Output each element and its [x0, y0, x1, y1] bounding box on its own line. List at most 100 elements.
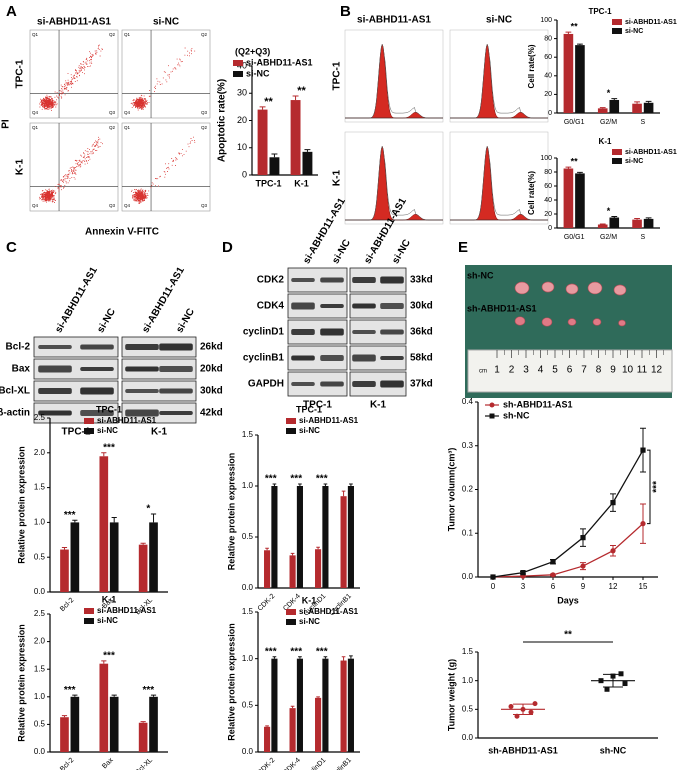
band	[291, 302, 315, 310]
legend-swatch	[286, 428, 296, 434]
legend-label: si-ABHD11-AS1	[299, 416, 359, 425]
marker	[580, 535, 586, 541]
error-bar	[599, 223, 606, 225]
y-tick-label: 0.0	[462, 572, 474, 581]
quadrant-label: Q1	[32, 32, 39, 37]
x-tick-label: CyclinD1	[303, 757, 328, 770]
y-tick-label: 1.0	[242, 481, 254, 490]
significance: ***	[265, 646, 277, 657]
y-tick-label: 0	[548, 225, 552, 232]
histogram-frame	[449, 29, 549, 123]
sd-bar	[603, 673, 623, 688]
band	[80, 410, 114, 416]
flow-plot	[121, 122, 211, 212]
error-bar	[634, 218, 640, 220]
quadrant-label: Q1	[32, 125, 39, 130]
error-bar	[111, 694, 117, 697]
band	[352, 354, 376, 362]
band	[125, 389, 159, 393]
error-bar	[634, 101, 640, 104]
line	[492, 523, 644, 578]
error-bar	[323, 656, 328, 659]
ruler-number: 7	[581, 365, 587, 376]
error-bar	[645, 217, 652, 219]
y-axis-label: Tumor volumn(cm³)	[446, 448, 456, 532]
chart-title: TPC-1	[296, 404, 322, 414]
x-tick-label: sh-NC	[600, 745, 627, 755]
band	[352, 303, 376, 309]
y-tick-label: 20	[544, 211, 552, 218]
y-tick-label: 0.5	[34, 552, 46, 561]
bar	[296, 486, 303, 588]
point	[532, 701, 538, 707]
error-bar	[111, 517, 117, 523]
marker	[640, 447, 646, 453]
bar	[269, 157, 280, 175]
legend-swatch	[286, 609, 296, 615]
error-bar	[611, 98, 618, 100]
marker	[580, 563, 586, 569]
legend-swatch	[84, 608, 94, 614]
tumor	[592, 318, 602, 326]
lane-label: si-NC	[390, 238, 413, 266]
y-axis-label: Cell rate(%)	[527, 171, 536, 215]
bar	[632, 103, 642, 113]
bar	[315, 697, 322, 752]
band	[80, 367, 114, 371]
band	[159, 411, 193, 415]
y-axis-label: Tumor weight (g)	[446, 659, 456, 731]
chart-title: K-1	[302, 595, 317, 605]
x-tick-label: Bcl-2	[59, 597, 75, 613]
error-bar	[271, 153, 278, 158]
blot-frame	[33, 402, 119, 424]
band	[320, 277, 344, 283]
significance-bracket	[647, 449, 651, 525]
marker	[550, 572, 556, 578]
quadrant-label: Q2	[201, 32, 208, 37]
group-label: sh-NC	[467, 270, 494, 280]
x-tick-label: Bax	[101, 756, 115, 770]
y-axis-label: Cell rate(%)	[527, 44, 536, 88]
error-bar	[61, 546, 68, 550]
error-bar	[349, 483, 353, 486]
column-label: si-NC	[486, 15, 512, 26]
band	[380, 303, 404, 309]
error-bar	[341, 656, 346, 661]
legend-marker	[489, 413, 495, 419]
quadrant-label: Q4	[124, 203, 131, 208]
significance: ***	[142, 685, 154, 696]
quadrant-label: Q2	[109, 32, 116, 37]
legend-label: sh-ABHD11-AS1	[503, 399, 573, 409]
x-tick-label: Bcl-2	[59, 757, 75, 770]
x-tick-label: 12	[609, 582, 618, 591]
error-bar	[61, 715, 68, 718]
bar	[609, 99, 620, 113]
band	[125, 344, 159, 350]
significance: *	[146, 504, 150, 515]
band	[159, 366, 193, 372]
y-tick-label: 0.2	[462, 485, 474, 494]
blot-frame	[121, 402, 197, 424]
bar	[632, 219, 642, 228]
chart-title: TPC-1	[96, 404, 122, 414]
error-bar	[265, 725, 269, 727]
ruler-number: 10	[622, 365, 634, 376]
legend-label: si-ABHD11-AS1	[97, 416, 157, 425]
band	[291, 329, 315, 335]
ruler-number: 3	[523, 365, 529, 376]
error-bar	[565, 31, 572, 34]
band	[125, 366, 159, 372]
y-tick-label: 1.0	[242, 654, 254, 663]
point	[622, 681, 628, 687]
legend-swatch	[612, 28, 622, 34]
significance: ***	[103, 442, 115, 453]
error-bar	[349, 655, 353, 659]
bar	[257, 109, 268, 175]
significance: **	[297, 85, 306, 97]
error-bar	[272, 656, 277, 659]
lane-label: si-NC	[95, 307, 118, 335]
panel-label: C	[6, 239, 17, 256]
legend-swatch	[612, 149, 622, 155]
error-bar	[101, 660, 107, 664]
band	[352, 330, 376, 334]
